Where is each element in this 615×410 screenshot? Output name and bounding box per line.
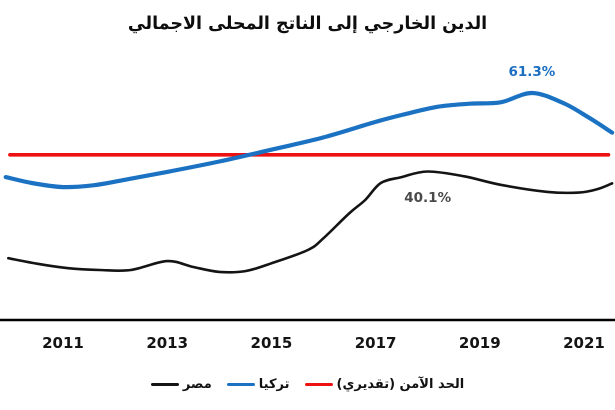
x-tick-label: 2017 — [354, 334, 397, 352]
x-tick-label: 2021 — [563, 334, 605, 352]
series-line-egypt — [7, 170, 614, 274]
x-tick-label: 2011 — [42, 334, 84, 352]
legend-item-limit: الحد الآمن (تقديري) — [304, 377, 465, 392]
data-label-turkey: 61.3% — [508, 63, 556, 80]
legend-swatch-turkey — [226, 382, 255, 387]
x-tick-label: 2019 — [458, 334, 501, 352]
x-tick-label: 2013 — [146, 334, 189, 352]
chart-legend: مصر تركيا الحد الآمن (تقديري) — [0, 377, 615, 392]
legend-swatch-limit — [304, 382, 333, 387]
legend-item-turkey: تركيا — [226, 377, 290, 392]
legend-label-turkey: تركيا — [258, 377, 290, 392]
data-label-egypt: 40.1% — [404, 189, 452, 206]
legend-item-egypt: مصر — [150, 377, 212, 392]
legend-label-egypt: مصر — [182, 377, 212, 392]
series-line-turkey — [3, 90, 615, 190]
x-tick-label: 2015 — [250, 334, 293, 352]
legend-label-limit: الحد الآمن (تقديري) — [336, 377, 465, 392]
chart-title: الدين الخارجي إلى الناتج المحلى الاجمالي — [127, 14, 488, 34]
legend-swatch-egypt — [150, 382, 179, 387]
